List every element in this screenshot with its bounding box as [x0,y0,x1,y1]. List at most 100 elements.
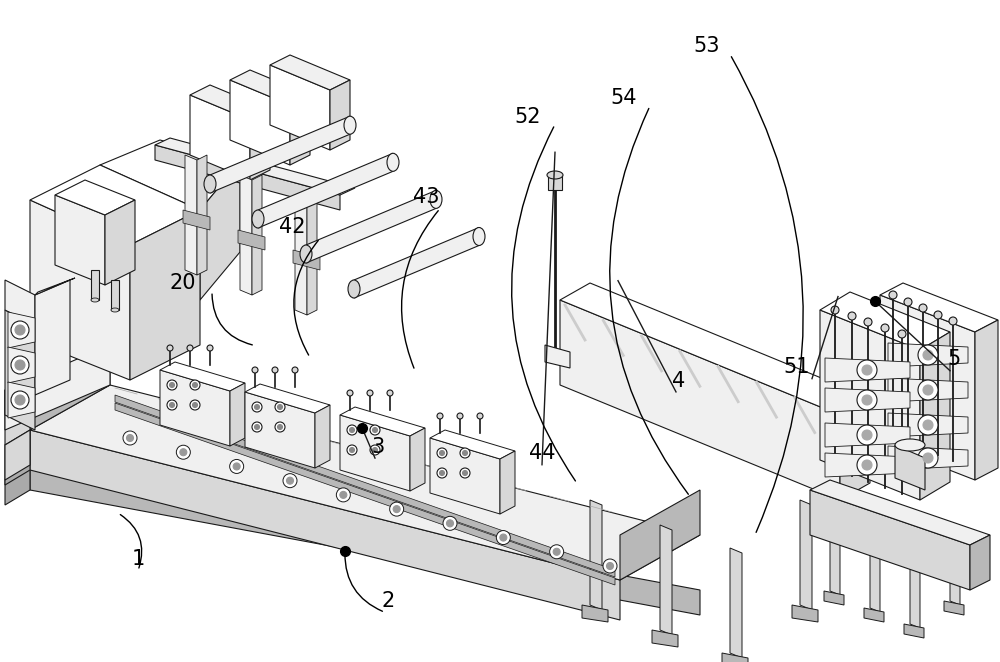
Circle shape [278,424,283,430]
Polygon shape [111,280,119,310]
Ellipse shape [387,154,399,171]
Polygon shape [160,362,245,391]
Ellipse shape [344,117,356,134]
Polygon shape [970,535,990,590]
Circle shape [15,395,25,405]
Circle shape [904,298,912,306]
Circle shape [949,317,957,325]
Polygon shape [545,345,570,368]
Circle shape [347,425,357,435]
Circle shape [275,422,285,432]
Polygon shape [430,438,500,514]
Circle shape [292,367,298,373]
Circle shape [170,402,175,408]
Circle shape [167,380,177,390]
Polygon shape [5,465,30,505]
Circle shape [862,430,872,440]
Polygon shape [880,283,998,332]
Polygon shape [30,165,200,245]
Circle shape [254,424,260,430]
Polygon shape [730,548,742,658]
Circle shape [336,488,350,502]
Circle shape [123,431,137,445]
Polygon shape [620,490,700,580]
Polygon shape [825,423,910,447]
Circle shape [15,360,25,370]
Circle shape [923,350,933,360]
Polygon shape [975,320,998,480]
Polygon shape [245,392,315,468]
Circle shape [440,451,444,455]
Ellipse shape [252,210,264,228]
Polygon shape [910,568,920,628]
Polygon shape [5,430,30,480]
Polygon shape [825,358,910,382]
Polygon shape [5,430,30,485]
Polygon shape [295,195,307,315]
Circle shape [176,446,190,459]
Circle shape [862,365,872,375]
Circle shape [387,390,393,396]
Circle shape [207,345,213,351]
Circle shape [372,448,378,453]
Polygon shape [840,398,870,500]
Circle shape [437,413,443,419]
Ellipse shape [91,298,99,302]
Circle shape [367,390,373,396]
Polygon shape [210,117,350,193]
Polygon shape [130,210,200,380]
Polygon shape [825,388,910,412]
Text: 2: 2 [381,591,395,611]
Circle shape [857,425,877,445]
Polygon shape [888,378,968,402]
Polygon shape [100,165,200,300]
Polygon shape [100,140,240,210]
Text: 4: 4 [672,371,686,391]
Polygon shape [820,310,920,500]
Text: 43: 43 [414,187,440,207]
Circle shape [437,468,447,478]
Polygon shape [354,228,479,298]
Polygon shape [810,480,990,545]
Circle shape [437,448,447,458]
Circle shape [275,402,285,412]
Circle shape [192,402,198,408]
Circle shape [190,400,200,410]
Polygon shape [800,500,812,610]
Polygon shape [340,415,410,491]
Circle shape [252,402,262,412]
Circle shape [278,404,283,410]
Text: 44: 44 [529,444,555,463]
Circle shape [457,413,463,419]
Polygon shape [190,95,250,180]
Circle shape [898,330,906,338]
Circle shape [918,345,938,365]
Circle shape [440,471,444,475]
Text: 51: 51 [784,357,810,377]
Text: 1: 1 [131,549,145,569]
Circle shape [923,453,933,463]
Circle shape [831,306,839,314]
Polygon shape [306,191,436,263]
Circle shape [460,468,470,478]
Polygon shape [230,383,245,446]
Polygon shape [270,55,350,90]
Circle shape [393,506,400,512]
Circle shape [350,428,354,432]
Circle shape [857,455,877,475]
Polygon shape [430,430,515,459]
Circle shape [496,530,510,545]
Circle shape [881,324,889,332]
Text: 3: 3 [371,437,385,457]
Ellipse shape [300,245,312,263]
Circle shape [347,390,353,396]
Polygon shape [115,403,615,585]
Polygon shape [8,312,35,348]
Circle shape [370,425,380,435]
Circle shape [603,559,617,573]
Circle shape [254,404,260,410]
Polygon shape [950,545,960,605]
Circle shape [934,311,942,319]
Polygon shape [560,300,840,500]
Polygon shape [820,292,950,350]
